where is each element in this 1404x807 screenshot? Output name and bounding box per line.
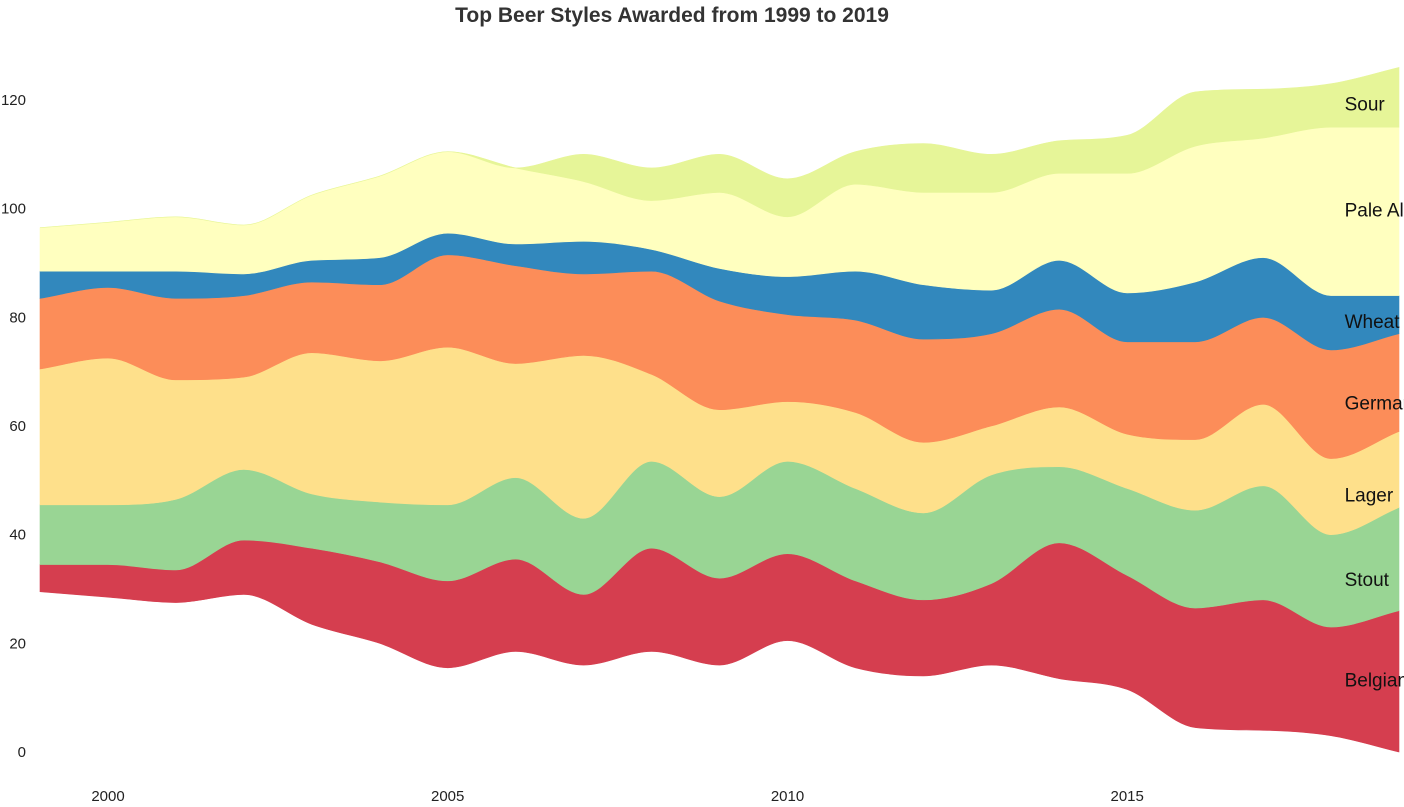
y-tick-label: 40 [9,527,26,544]
y-axis: 0 20 40 60 80 100 120 [1,92,26,761]
x-tick-label: 2005 [431,788,464,805]
series-label-german: German [1345,393,1404,414]
y-tick-label: 120 [1,92,26,109]
series-label-belgian: Belgian [1345,670,1404,691]
x-axis: 2000 2005 2010 2015 [91,788,1144,805]
series-label-lager: Lager [1345,486,1394,507]
series-label-stout: Stout [1345,570,1390,591]
x-tick-label: 2010 [771,788,804,805]
x-tick-label: 2015 [1111,788,1144,805]
series-label-sour: Sour [1345,95,1386,116]
series-labels: Belgian Stout Lager German Wheat Pale Ale Sour [1345,95,1404,692]
chart-title: Top Beer Styles Awarded from 1999 to 201… [455,4,889,27]
series-label-pale-ale: Pale Ale [1345,200,1404,221]
x-tick-label: 2000 [91,788,124,805]
y-tick-label: 100 [1,201,26,218]
series-label-wheat: Wheat [1345,312,1401,333]
y-tick-label: 60 [9,418,26,435]
y-tick-label: 80 [9,309,26,326]
stream-layers [39,67,1400,753]
y-tick-label: 0 [18,744,26,761]
area-sour [39,67,1400,229]
y-tick-label: 20 [9,635,26,652]
